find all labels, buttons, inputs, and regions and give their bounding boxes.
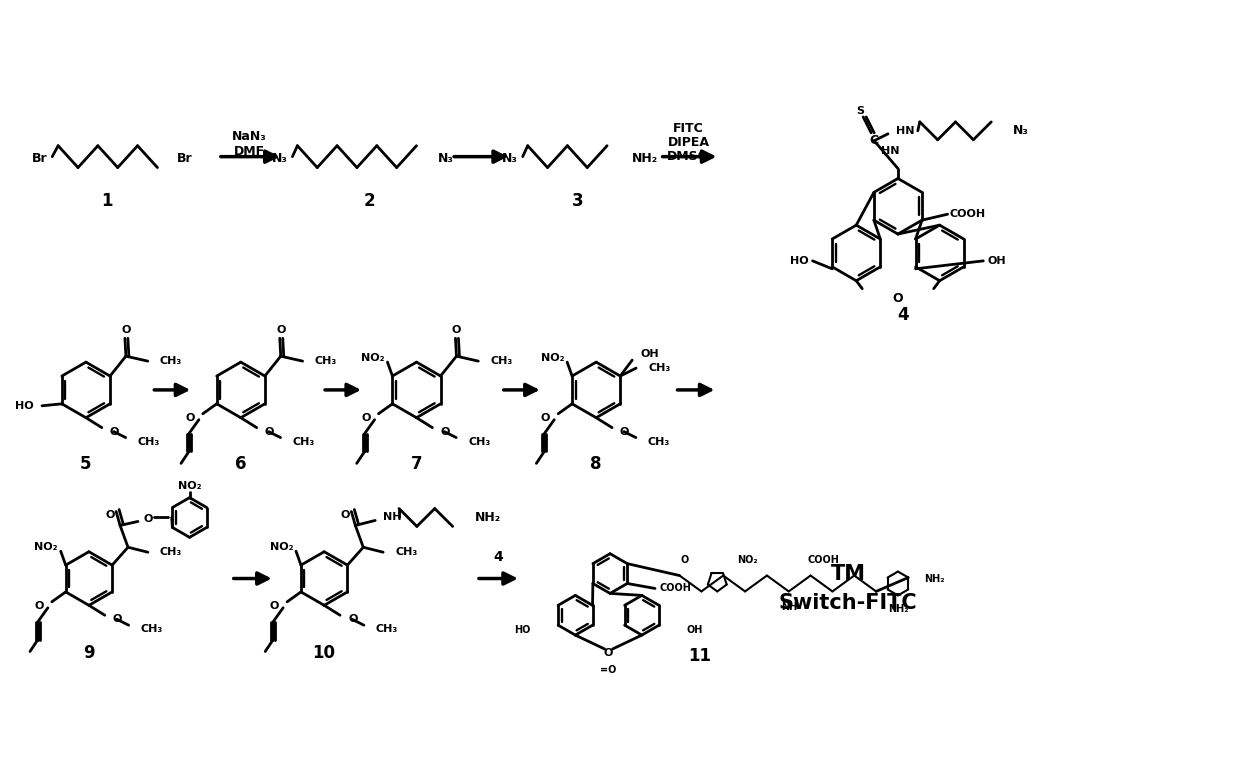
Text: CH₃: CH₃ xyxy=(376,625,398,634)
Text: NO₂: NO₂ xyxy=(177,481,201,491)
Text: Switch-FITC: Switch-FITC xyxy=(779,593,918,613)
Text: N₃: N₃ xyxy=(502,152,518,165)
Text: O: O xyxy=(35,601,43,611)
Text: C: C xyxy=(869,134,879,148)
Text: CH₃: CH₃ xyxy=(140,625,162,634)
Text: CH₃: CH₃ xyxy=(315,356,337,366)
Text: CH₃: CH₃ xyxy=(490,356,512,366)
Text: O: O xyxy=(105,510,115,521)
Text: 4: 4 xyxy=(494,550,502,564)
Text: =O: =O xyxy=(600,665,616,674)
Text: 9: 9 xyxy=(83,644,94,662)
Text: 11: 11 xyxy=(688,647,711,665)
Text: NO₂: NO₂ xyxy=(541,354,564,363)
Text: O: O xyxy=(348,614,357,625)
Text: DMSO: DMSO xyxy=(667,150,709,164)
Text: O: O xyxy=(277,326,285,335)
Text: NH₂: NH₂ xyxy=(475,511,501,524)
Text: 1: 1 xyxy=(100,192,113,210)
Text: OH: OH xyxy=(687,625,703,635)
Text: 8: 8 xyxy=(590,456,601,473)
Text: NO₂: NO₂ xyxy=(269,542,293,553)
Text: Br: Br xyxy=(177,152,193,165)
Text: N₃: N₃ xyxy=(439,152,454,165)
Text: COOH: COOH xyxy=(658,584,691,593)
Text: HO: HO xyxy=(513,625,531,635)
Text: O: O xyxy=(341,510,350,521)
Text: N₃: N₃ xyxy=(1013,124,1029,137)
Text: 4: 4 xyxy=(897,307,909,325)
Text: O: O xyxy=(361,413,371,422)
Text: O: O xyxy=(451,326,461,335)
Text: NH: NH xyxy=(383,512,402,522)
Text: O: O xyxy=(681,555,688,565)
Text: NO₂: NO₂ xyxy=(737,555,758,565)
Text: DIPEA: DIPEA xyxy=(667,136,709,149)
Text: DMF: DMF xyxy=(234,145,265,158)
Text: NH: NH xyxy=(781,603,797,612)
Text: S: S xyxy=(857,106,864,116)
Text: O: O xyxy=(893,292,903,305)
Text: NO₂: NO₂ xyxy=(361,354,384,363)
Text: O: O xyxy=(270,601,279,611)
Text: CH₃: CH₃ xyxy=(160,356,182,366)
Text: NO₂: NO₂ xyxy=(35,542,58,553)
Text: Br: Br xyxy=(32,152,48,165)
Text: O: O xyxy=(620,427,630,437)
Text: NaN₃: NaN₃ xyxy=(232,130,267,143)
Text: O: O xyxy=(113,614,122,625)
Text: O: O xyxy=(143,515,153,525)
Text: COOH: COOH xyxy=(807,555,839,565)
Text: 2: 2 xyxy=(365,192,376,210)
Text: CH₃: CH₃ xyxy=(293,437,315,447)
Text: 7: 7 xyxy=(410,456,423,473)
Text: O: O xyxy=(264,427,274,437)
Text: CH₃: CH₃ xyxy=(138,437,160,447)
Text: HN: HN xyxy=(897,126,914,136)
Text: OH: OH xyxy=(987,256,1006,266)
Text: O: O xyxy=(541,413,551,422)
Text: N₃: N₃ xyxy=(272,152,288,165)
Text: O: O xyxy=(440,427,450,437)
Text: CH₃: CH₃ xyxy=(647,437,670,447)
Text: CH₃: CH₃ xyxy=(649,363,671,373)
Text: CH₃: CH₃ xyxy=(469,437,490,447)
Text: NH₂: NH₂ xyxy=(888,604,908,614)
Text: COOH: COOH xyxy=(950,209,986,220)
Text: CH₃: CH₃ xyxy=(396,547,418,557)
Text: TM: TM xyxy=(831,563,866,584)
Text: 10: 10 xyxy=(312,644,336,662)
Text: O: O xyxy=(604,648,614,658)
Text: O: O xyxy=(110,427,119,437)
Text: HO: HO xyxy=(15,400,33,411)
Text: NH₂: NH₂ xyxy=(924,574,944,584)
Text: 6: 6 xyxy=(236,456,247,473)
Text: OH: OH xyxy=(640,349,658,359)
Text: FITC: FITC xyxy=(673,123,704,136)
Text: 3: 3 xyxy=(572,192,583,210)
Text: 5: 5 xyxy=(81,456,92,473)
Text: HN: HN xyxy=(880,145,899,156)
Text: O: O xyxy=(186,413,195,422)
Text: NH₂: NH₂ xyxy=(632,152,658,165)
Text: HO: HO xyxy=(790,256,808,266)
Text: O: O xyxy=(122,326,130,335)
Text: CH₃: CH₃ xyxy=(160,547,182,557)
